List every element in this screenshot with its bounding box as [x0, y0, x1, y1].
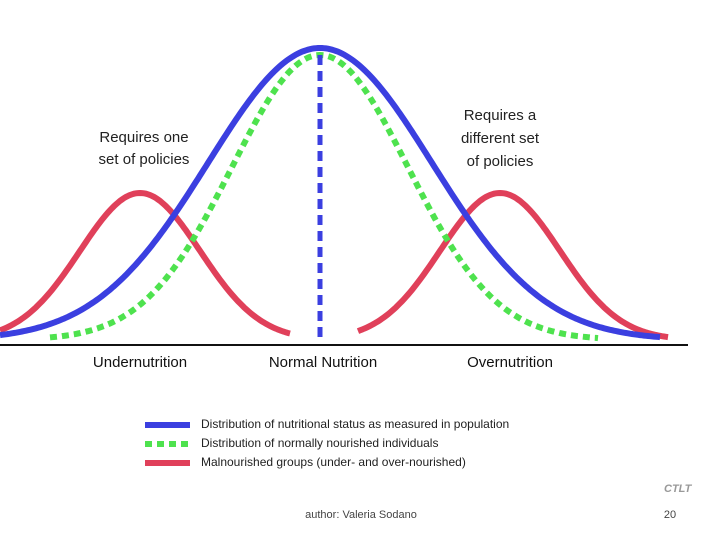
curves — [0, 45, 669, 342]
annotation: of policies — [467, 153, 534, 170]
axis-label: Overnutrition — [467, 354, 553, 371]
legend-label: Distribution of normally nourished indiv… — [201, 436, 438, 450]
curve — [49, 51, 599, 342]
curve — [356, 189, 669, 341]
legend-label: Malnourished groups (under- and over-nou… — [201, 455, 466, 469]
annotation: different set — [461, 130, 540, 147]
page-number: 20 — [664, 509, 676, 521]
axis-label: Undernutrition — [93, 354, 187, 371]
author: author: Valeria Sodano — [305, 509, 417, 521]
curve — [0, 45, 661, 341]
annotation: Requires a — [464, 107, 537, 124]
curve — [0, 189, 291, 337]
legend-label: Distribution of nutritional status as me… — [201, 417, 509, 431]
annotation: set of policies — [99, 151, 190, 168]
annotation: Requires one — [99, 129, 188, 146]
axis-label: Normal Nutrition — [269, 354, 377, 371]
logo: CTLT — [664, 483, 693, 495]
